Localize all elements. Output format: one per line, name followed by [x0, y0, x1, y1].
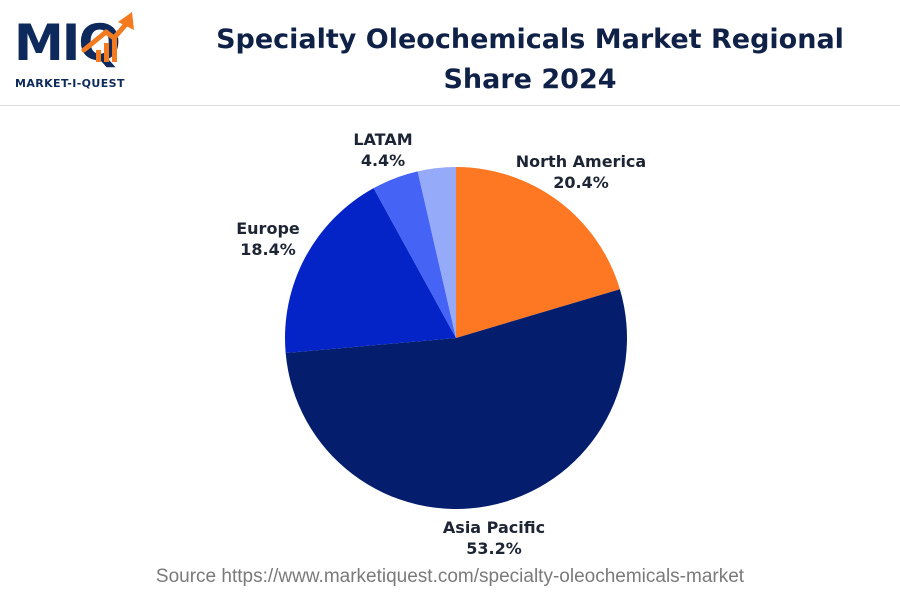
source-caption: Source https://www.marketiquest.com/spec… — [155, 566, 745, 587]
slice-label-europe: Europe — [236, 219, 300, 238]
pie-slice-unlabeled — [417, 167, 456, 338]
growth-arrow-icon — [81, 12, 134, 62]
slice-label-latam: LATAM — [353, 130, 412, 149]
slice-value-europe: 18.4% — [240, 240, 296, 259]
logo-letters-mi: MI — [14, 14, 80, 72]
slice-value-latam: 4.4% — [361, 151, 405, 170]
pie-slices — [285, 167, 627, 509]
slice-value-north-america: 20.4% — [553, 173, 609, 192]
slice-value-asia-pacific: 53.2% — [466, 539, 522, 558]
logo-subtitle: MARKET-I-QUEST — [15, 77, 125, 90]
header-divider — [0, 105, 900, 106]
pie-slice-europe — [285, 188, 456, 354]
slice-label-north-america: North America — [516, 152, 646, 171]
header: MIQ MARKET-I-QUEST Specialty Oleochemica… — [0, 0, 900, 106]
pie-slice-latam — [373, 171, 456, 338]
page-title: Specialty Oleochemicals Market Regional … — [216, 24, 844, 95]
brand-logo[interactable]: MIQ MARKET-I-QUEST — [14, 10, 144, 94]
pie-slice-north-america — [456, 167, 620, 338]
slice-label-asia-pacific: Asia Pacific — [443, 518, 545, 537]
pie-slice-asia-pacific — [285, 289, 627, 509]
pie-labels: North America 20.4% Asia Pacific 53.2% Europ… — [236, 130, 646, 558]
